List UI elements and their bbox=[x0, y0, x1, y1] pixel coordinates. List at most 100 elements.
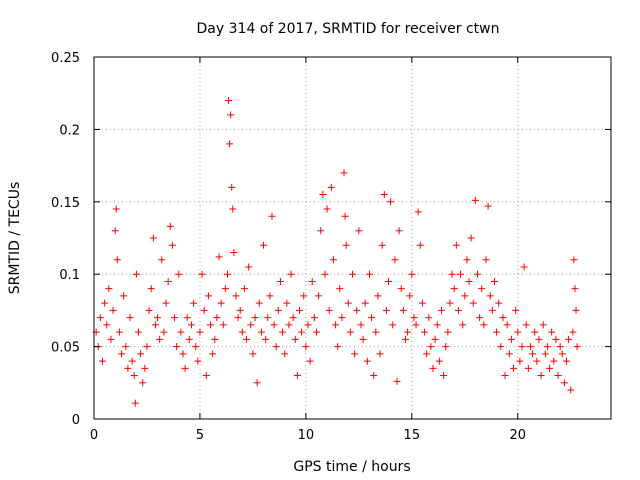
data-point bbox=[134, 328, 142, 336]
data-point bbox=[507, 335, 515, 343]
data-point bbox=[149, 234, 157, 242]
data-point bbox=[202, 372, 210, 380]
x-tick-label: 20 bbox=[509, 428, 526, 443]
data-point bbox=[340, 169, 348, 177]
data-point bbox=[173, 343, 181, 351]
data-point bbox=[234, 314, 242, 322]
data-point bbox=[474, 270, 482, 278]
data-point bbox=[448, 270, 456, 278]
data-point bbox=[520, 263, 528, 271]
data-point bbox=[427, 343, 435, 351]
data-point bbox=[349, 270, 356, 278]
data-point bbox=[524, 364, 532, 372]
y-tick-label: 0.1 bbox=[59, 268, 80, 283]
data-point bbox=[321, 270, 329, 278]
data-point bbox=[572, 306, 580, 314]
x-axis-label: GPS time / hours bbox=[293, 459, 410, 475]
data-point bbox=[200, 306, 208, 314]
data-point bbox=[414, 208, 422, 216]
data-point bbox=[293, 372, 301, 380]
data-point bbox=[546, 364, 554, 372]
x-axis: 0 5 10 15 20 bbox=[90, 57, 526, 443]
data-point bbox=[435, 357, 443, 365]
data-point bbox=[355, 227, 363, 235]
data-point bbox=[270, 321, 278, 329]
data-point bbox=[291, 335, 299, 343]
data-point bbox=[512, 306, 520, 314]
data-point bbox=[359, 335, 367, 343]
data-point bbox=[187, 321, 195, 329]
data-point bbox=[531, 328, 539, 336]
data-point bbox=[558, 350, 566, 358]
data-point bbox=[107, 335, 115, 343]
data-point bbox=[554, 372, 562, 380]
data-point bbox=[247, 321, 255, 329]
data-point bbox=[325, 306, 333, 314]
data-point bbox=[147, 285, 155, 293]
data-point bbox=[260, 241, 268, 249]
data-point bbox=[363, 357, 371, 365]
data-point bbox=[437, 306, 445, 314]
data-point bbox=[162, 299, 170, 307]
data-point bbox=[446, 299, 454, 307]
data-point bbox=[463, 256, 471, 264]
data-point bbox=[452, 241, 460, 249]
data-point bbox=[565, 335, 573, 343]
data-point bbox=[272, 343, 280, 351]
data-point bbox=[215, 253, 223, 261]
data-point bbox=[571, 285, 579, 293]
data-point bbox=[567, 386, 575, 394]
data-point bbox=[115, 328, 123, 336]
data-point bbox=[429, 364, 437, 372]
data-point bbox=[179, 350, 187, 358]
data-point bbox=[243, 335, 251, 343]
data-point bbox=[158, 256, 166, 264]
data-point bbox=[221, 285, 229, 293]
data-point bbox=[327, 183, 335, 191]
data-point bbox=[541, 350, 549, 358]
data-point bbox=[399, 306, 407, 314]
data-point bbox=[209, 350, 217, 358]
data-point bbox=[510, 364, 518, 372]
data-point bbox=[461, 292, 469, 300]
data-point bbox=[548, 328, 556, 336]
data-point bbox=[334, 343, 342, 351]
data-point bbox=[440, 372, 448, 380]
data-point bbox=[380, 191, 388, 199]
data-point bbox=[160, 328, 168, 336]
data-point bbox=[315, 292, 323, 300]
data-point bbox=[563, 357, 571, 365]
data-point bbox=[192, 343, 200, 351]
data-point bbox=[122, 343, 130, 351]
data-point bbox=[124, 364, 132, 372]
data-point bbox=[151, 321, 159, 329]
data-point bbox=[198, 270, 206, 278]
data-point bbox=[497, 343, 505, 351]
data-point bbox=[128, 357, 136, 365]
data-point bbox=[245, 263, 253, 271]
data-point bbox=[389, 321, 397, 329]
data-point bbox=[183, 314, 191, 322]
data-point bbox=[194, 357, 202, 365]
data-point bbox=[423, 350, 431, 358]
data-point bbox=[336, 285, 344, 293]
data-point bbox=[118, 350, 126, 358]
data-point bbox=[253, 379, 261, 387]
data-point bbox=[351, 350, 359, 358]
data-point bbox=[395, 227, 403, 235]
data-point bbox=[227, 111, 235, 119]
data-point bbox=[454, 306, 462, 314]
data-point bbox=[251, 314, 259, 322]
data-point bbox=[274, 306, 282, 314]
data-point bbox=[493, 328, 501, 336]
data-point bbox=[344, 299, 352, 307]
data-point bbox=[232, 292, 240, 300]
data-point bbox=[229, 205, 237, 213]
data-point bbox=[332, 321, 340, 329]
data-point bbox=[495, 299, 503, 307]
data-point bbox=[535, 335, 543, 343]
data-point bbox=[300, 292, 308, 300]
data-point bbox=[211, 335, 219, 343]
data-point bbox=[98, 357, 106, 365]
x-tick-label: 0 bbox=[90, 428, 98, 443]
